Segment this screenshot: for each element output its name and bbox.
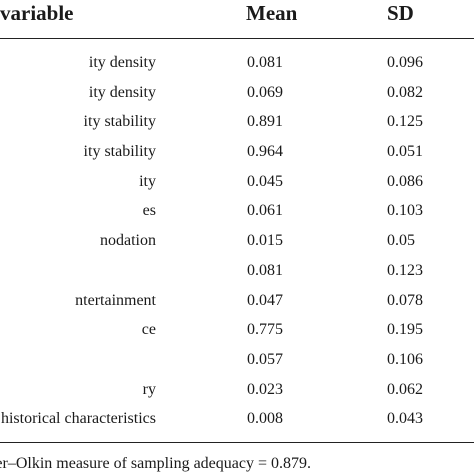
variable-cell: ity density (88, 83, 156, 101)
variable-cell: ity stability (83, 143, 156, 161)
mean-cell: 0.775 (247, 321, 283, 339)
mean-cell: 0.015 (247, 232, 283, 250)
sd-cell: 0.082 (387, 83, 423, 101)
mean-cell: 0.047 (247, 291, 283, 309)
mean-cell: 0.057 (247, 350, 283, 368)
table-row: ity density 0.081 0.096 (0, 50, 474, 80)
sd-cell: 0.096 (387, 54, 423, 71)
mean-cell: 0.061 (247, 202, 283, 220)
variable-cell: nodation (100, 232, 156, 250)
sd-cell: 0.123 (387, 261, 423, 279)
table-header: variable Mean SD (0, 0, 474, 36)
sd-cell: 0.106 (387, 350, 423, 368)
sd-cell: 0.078 (387, 291, 423, 309)
mean-cell: 0.081 (247, 54, 283, 71)
mean-cell: 0.081 (247, 261, 283, 279)
table-row: es 0.061 0.103 (0, 198, 474, 228)
sd-cell: 0.103 (387, 202, 423, 220)
variable-cell: ry (142, 380, 156, 398)
mean-cell: 0.069 (247, 83, 283, 101)
sd-cell: 0.043 (387, 410, 423, 428)
sd-cell: 0.086 (387, 172, 423, 190)
variable-cell: ntertainment (75, 291, 156, 309)
mean-cell: 0.023 (247, 380, 283, 398)
variable-cell: historical characteristics (0, 410, 156, 428)
bottom-rule (0, 442, 474, 443)
table-body: ity density 0.081 0.096 ity density 0.06… (0, 50, 474, 436)
sd-cell: 0.062 (387, 380, 423, 398)
sd-cell: 0.051 (387, 143, 423, 161)
header-mean: Mean (246, 1, 298, 25)
table-row: historical characteristics 0.008 0.043 (0, 406, 474, 436)
sd-cell: 0.125 (387, 113, 423, 131)
variable-cell: ity density (88, 54, 156, 71)
table-row: ity stability 0.964 0.051 (0, 139, 474, 169)
table-row: ity stability 0.891 0.125 (0, 109, 474, 139)
mean-cell: 0.964 (247, 143, 283, 161)
variable-cell: ity stability (83, 113, 156, 131)
table-footnote: ver–Olkin measure of sampling adequacy =… (0, 455, 311, 472)
variable-cell: ity (139, 172, 156, 190)
table-row: ry 0.023 0.062 (0, 377, 474, 407)
sd-cell: 0.05 (387, 232, 415, 250)
variable-cell: es (142, 202, 156, 220)
header-sd: SD (387, 1, 414, 25)
mean-cell: 0.008 (247, 410, 283, 428)
table-row: ity density 0.069 0.082 (0, 80, 474, 110)
table-row: ntertainment 0.047 0.078 (0, 288, 474, 318)
variable-cell: ce (141, 321, 156, 339)
header-rule (0, 38, 474, 39)
mean-cell: 0.045 (247, 172, 283, 190)
mean-cell: 0.891 (247, 113, 283, 131)
sd-cell: 0.195 (387, 321, 423, 339)
table-row: nodation 0.015 0.05 (0, 228, 474, 258)
table-row: ce 0.775 0.195 (0, 317, 474, 347)
table-row: 0.057 0.106 (0, 347, 474, 377)
header-variable: variable (0, 1, 74, 25)
table-row: 0.081 0.123 (0, 258, 474, 288)
table-row: ity 0.045 0.086 (0, 169, 474, 199)
